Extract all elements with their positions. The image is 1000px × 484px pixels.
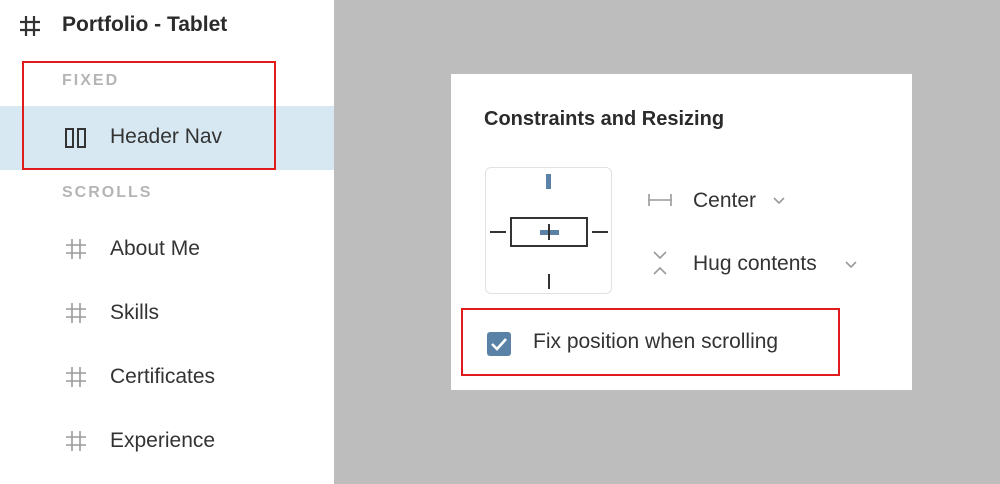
- horizontal-resize-icon: [647, 191, 673, 209]
- top-constraint-handle: [546, 174, 551, 189]
- layer-label: Experience: [110, 429, 215, 453]
- section-label-scrolls: SCROLLS: [62, 184, 152, 202]
- layers-panel: Portfolio - Tablet FIXED Header Nav SCRO…: [0, 0, 334, 484]
- horizontal-constraint-value: Center: [693, 189, 756, 213]
- frame-row-portfolio-tablet[interactable]: Portfolio - Tablet: [0, 0, 334, 52]
- hash-icon: [64, 301, 88, 325]
- chevron-down-icon: [844, 260, 858, 269]
- panel-title: Constraints and Resizing: [484, 108, 724, 131]
- layer-item-about-me[interactable]: About Me: [0, 218, 334, 282]
- fix-position-highlight: [461, 308, 840, 376]
- chevron-down-icon: [772, 196, 786, 205]
- hash-icon: [64, 429, 88, 453]
- layer-label: Certificates: [110, 365, 215, 389]
- layer-item-experience[interactable]: Experience: [0, 410, 334, 474]
- vertical-resize-icon: [651, 250, 669, 276]
- layer-label: Skills: [110, 301, 159, 325]
- frame-title: Portfolio - Tablet: [62, 13, 227, 37]
- layer-item-skills[interactable]: Skills: [0, 282, 334, 346]
- layer-item-certificates[interactable]: Certificates: [0, 346, 334, 410]
- layer-label: About Me: [110, 237, 200, 261]
- fixed-section-highlight: [22, 61, 276, 170]
- vertical-constraint-value: Hug contents: [693, 252, 817, 276]
- hash-icon: [64, 237, 88, 261]
- constraint-diagram: [486, 168, 613, 295]
- frame-hash-icon: [18, 14, 42, 38]
- hash-icon: [64, 365, 88, 389]
- constraint-widget[interactable]: [485, 167, 612, 294]
